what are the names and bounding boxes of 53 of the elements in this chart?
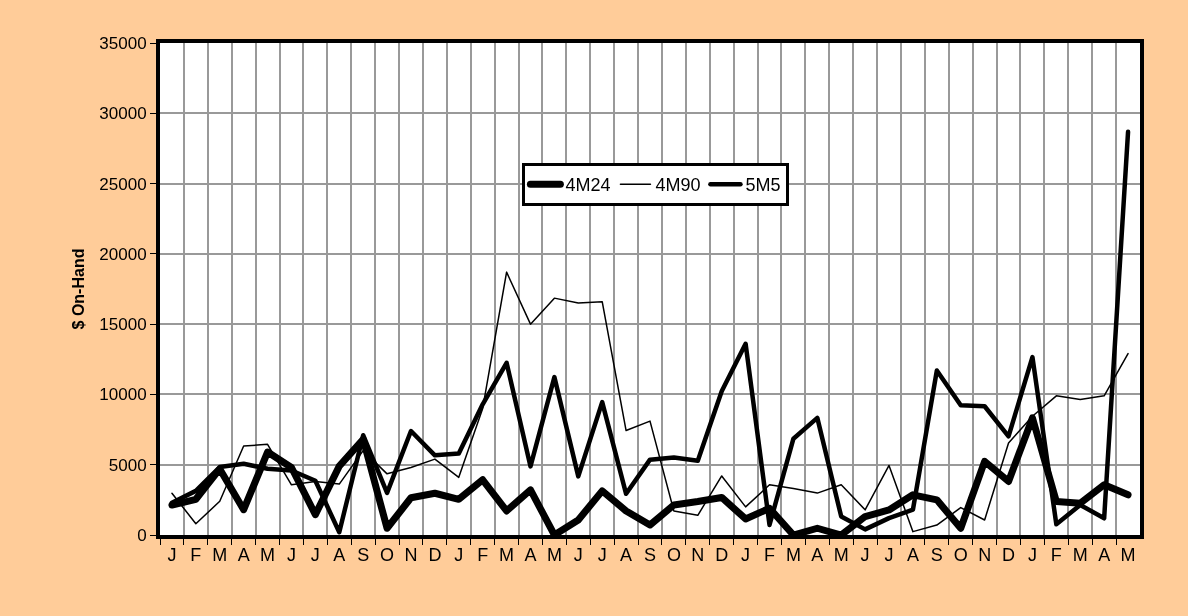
x-tick-label: J [310,544,320,565]
x-tick-label: S [643,544,657,565]
y-tick-label: 5000 [108,455,147,475]
x-tick-label: M [212,544,228,565]
x-tick-label: M [1120,544,1136,565]
x-tick-label: F [477,544,489,565]
x-tick-label: S [357,544,370,565]
x-tick-label: J [1027,544,1037,565]
x-tick-label: N [691,544,705,565]
y-tick-label: 30000 [99,104,147,124]
x-tick-label: J [573,544,583,565]
y-tick-label: 10000 [99,385,147,405]
x-tick-label: F [190,544,202,565]
x-tick-label: A [1098,544,1111,565]
x-tick-label: M [833,544,849,565]
legend-label: 4M90 [655,175,701,196]
y-tick-label: 15000 [99,315,147,335]
x-tick-label: A [906,544,919,565]
y-tick-label: 0 [137,525,147,545]
x-tick-label: J [741,544,751,565]
x-tick-label: S [930,544,943,565]
x-tick-label: J [286,544,296,565]
x-tick-label: J [860,544,870,565]
y-tick-label: 35000 [99,33,147,53]
x-tick-label: F [764,544,776,565]
x-tick-label: J [597,544,607,565]
x-tick-label: M [785,544,801,565]
x-tick-label: D [428,544,442,565]
x-tick-label: F [1050,544,1062,565]
y-tick-label: 20000 [99,244,147,264]
x-tick-label: O [953,544,968,565]
x-tick-label: M [499,544,515,565]
x-tick-label: J [884,544,894,565]
x-tick-label: J [454,544,464,565]
x-tick-label: A [620,544,633,565]
legend-label: 5M5 [745,175,781,196]
x-tick-label: A [811,544,824,565]
y-tick-label: 25000 [99,174,147,194]
x-tick-label: O [666,544,681,565]
x-tick-label: D [1002,544,1016,565]
x-tick-label: N [978,544,992,565]
x-tick-label: O [380,544,395,565]
x-tick-label: M [1072,544,1088,565]
x-tick-label: A [524,544,537,565]
x-tick-label: J [167,544,177,565]
x-tick-label: M [260,544,276,565]
legend-label: 4M24 [565,175,611,196]
x-tick-label: M [546,544,562,565]
x-tick-label: A [333,544,346,565]
x-tick-label: A [237,544,250,565]
x-tick-label: D [715,544,729,565]
x-tick-label: N [404,544,418,565]
y-axis-title: $ On-Hand [69,248,87,330]
